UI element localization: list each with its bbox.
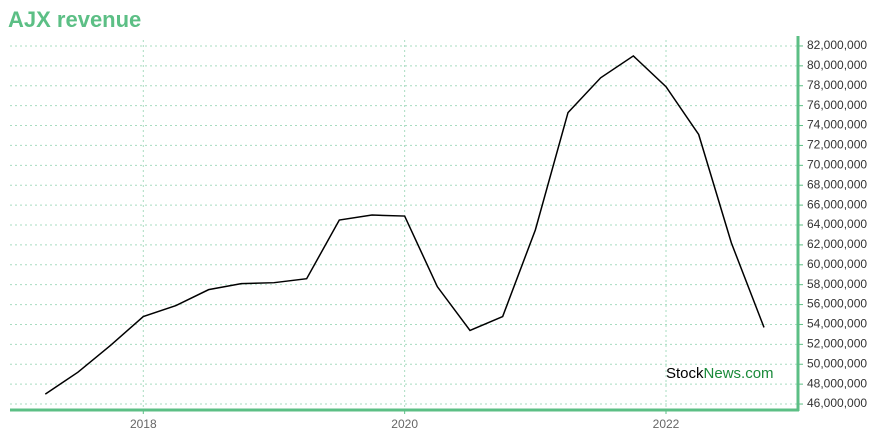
x-tick-label: 2020 <box>391 417 418 431</box>
y-tick-label: 72,000,000 <box>807 138 867 152</box>
watermark-stock: Stock <box>666 365 704 382</box>
y-tick-label: 74,000,000 <box>807 118 867 132</box>
y-tick-label: 80,000,000 <box>807 58 867 72</box>
line <box>44 54 765 395</box>
y-tick-label: 56,000,000 <box>807 297 867 311</box>
x-tick-label: 2018 <box>130 417 157 431</box>
y-tick-label: 66,000,000 <box>807 197 867 211</box>
y-tick-label: 60,000,000 <box>807 257 867 271</box>
y-tick-label: 76,000,000 <box>807 98 867 112</box>
chart-title: AJX revenue <box>8 7 141 32</box>
y-tick-label: 46,000,000 <box>807 396 867 410</box>
y-tick-label: 70,000,000 <box>807 157 867 171</box>
y-tick-label: 58,000,000 <box>807 277 867 291</box>
y-tick-label: 78,000,000 <box>807 78 867 92</box>
watermark: StockNews.com <box>666 365 774 382</box>
watermark-news: News.com <box>704 365 774 382</box>
y-tick-label: 64,000,000 <box>807 217 867 231</box>
y-tick-label: 48,000,000 <box>807 376 867 390</box>
y-tick-label: 62,000,000 <box>807 237 867 251</box>
x-tick-label: 2022 <box>653 417 680 431</box>
y-tick-label: 52,000,000 <box>807 337 867 351</box>
y-tick-label: 54,000,000 <box>807 317 867 331</box>
y-tick-label: 82,000,000 <box>807 38 867 52</box>
y-tick-label: 50,000,000 <box>807 356 867 370</box>
y-tick-label: 68,000,000 <box>807 177 867 191</box>
